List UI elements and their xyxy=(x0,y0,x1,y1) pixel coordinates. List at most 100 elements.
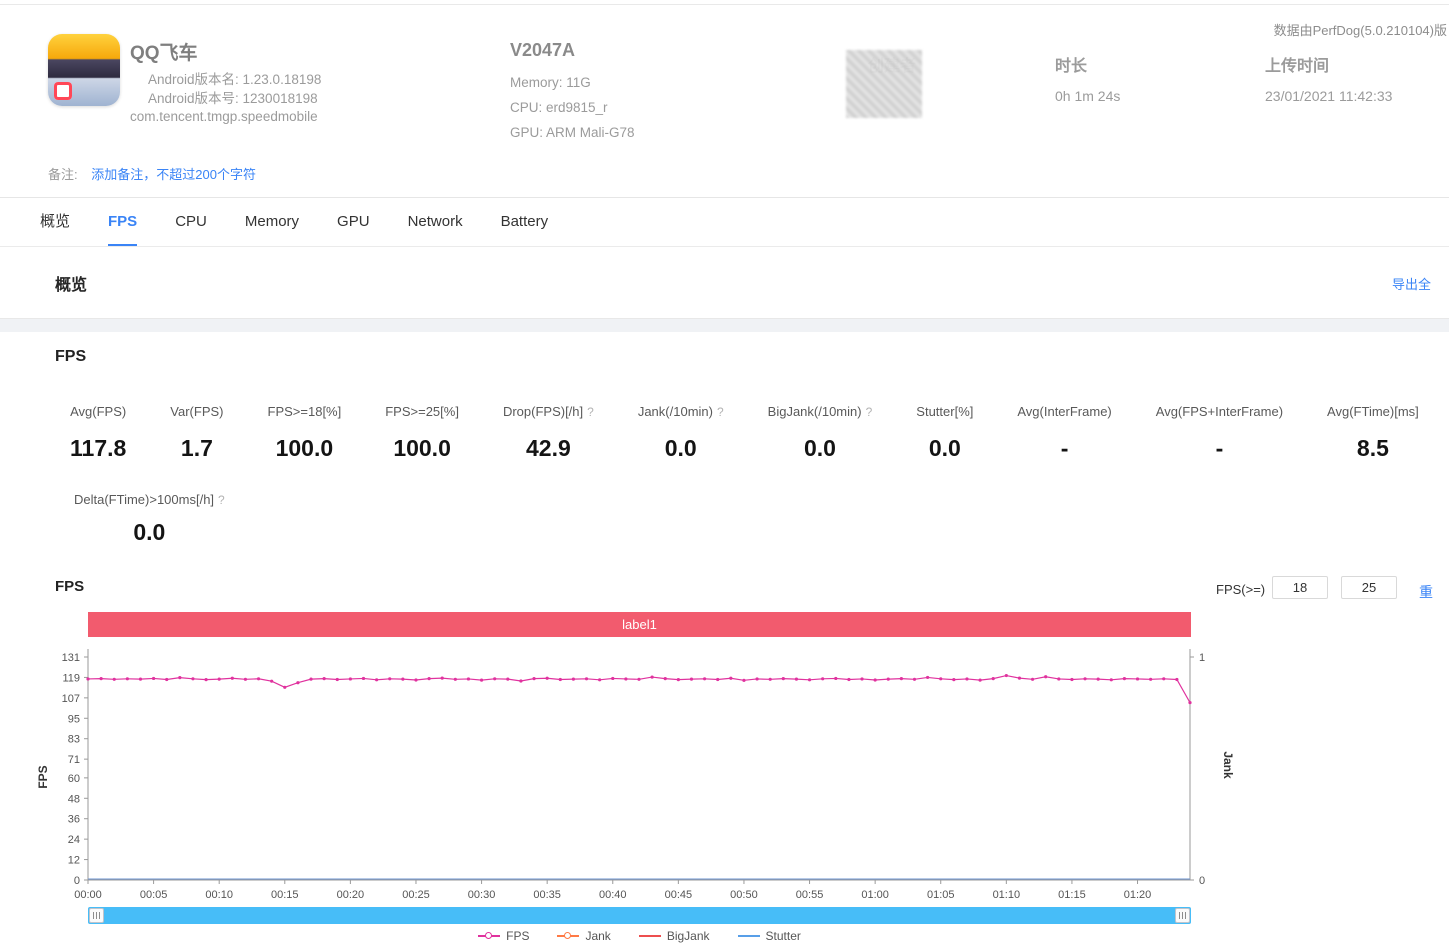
export-all-link[interactable]: 导出全 xyxy=(1392,274,1431,293)
fps-threshold-high-input[interactable] xyxy=(1341,576,1397,599)
metric-value: - xyxy=(1156,435,1283,462)
legend-item-jank[interactable]: Jank xyxy=(557,929,610,943)
metric-label: Delta(FTime)>100ms[/h]? xyxy=(74,492,225,507)
chart-label-banner: label1 xyxy=(88,612,1191,637)
metric-value: 0.0 xyxy=(638,435,724,462)
scrollbar-handle-left[interactable] xyxy=(89,908,104,923)
fps-threshold-low-input[interactable] xyxy=(1272,576,1328,599)
metric-label: Drop(FPS)[/h]? xyxy=(503,404,594,419)
metric-avg-fps: Avg(FPS) 117.8 xyxy=(70,404,126,462)
legend-label: Jank xyxy=(585,929,610,943)
svg-text:60: 60 xyxy=(68,773,80,785)
svg-text:0: 0 xyxy=(74,875,80,887)
legend-item-fps[interactable]: FPS xyxy=(478,929,529,943)
tab-memory[interactable]: Memory xyxy=(245,198,299,246)
duration-label: 时长 xyxy=(1055,52,1087,76)
tab-network[interactable]: Network xyxy=(408,198,463,246)
device-memory: Memory: 11G xyxy=(510,75,591,90)
device-gpu: GPU: ARM Mali-G78 xyxy=(510,125,635,140)
metric-label: Jank(/10min)? xyxy=(638,404,724,419)
svg-text:48: 48 xyxy=(68,793,80,805)
svg-text:0: 0 xyxy=(1199,875,1205,887)
svg-text:FPS: FPS xyxy=(36,765,50,788)
svg-text:83: 83 xyxy=(68,734,80,746)
legend-label: FPS xyxy=(506,929,529,943)
svg-text:1: 1 xyxy=(1199,652,1205,664)
device-model: V2047A xyxy=(510,40,575,61)
fps-metrics-row: Avg(FPS) 117.8 Var(FPS) 1.7 FPS>=18[%] 1… xyxy=(70,404,1449,462)
note-label: 备注: xyxy=(48,167,78,182)
add-note-link[interactable]: 添加备注，不超过200个字符 xyxy=(91,167,256,182)
svg-text:95: 95 xyxy=(68,713,80,725)
line-icon xyxy=(738,931,760,941)
metric-label: Avg(FPS+InterFrame) xyxy=(1156,404,1283,419)
svg-text:00:05: 00:05 xyxy=(140,889,168,901)
svg-text:01:05: 01:05 xyxy=(927,889,955,901)
app-name: QQ飞车 xyxy=(130,38,198,65)
line-icon xyxy=(639,931,661,941)
metric-value: 0.0 xyxy=(916,435,973,462)
svg-text:00:30: 00:30 xyxy=(468,889,496,901)
metric-fps-ge-25: FPS>=25[%] 100.0 xyxy=(385,404,459,462)
metric-var-fps: Var(FPS) 1.7 xyxy=(170,404,223,462)
tab-overview[interactable]: 概览 xyxy=(40,198,70,246)
svg-text:00:40: 00:40 xyxy=(599,889,627,901)
metric-value: 8.5 xyxy=(1327,435,1419,462)
svg-text:00:55: 00:55 xyxy=(796,889,824,901)
note-row: 备注: 添加备注，不超过200个字符 xyxy=(48,164,256,183)
metric-label: Var(FPS) xyxy=(170,404,223,419)
fps-chart[interactable]: 012243648607183951071191310100:0000:0500… xyxy=(0,641,1260,905)
metric-value: 117.8 xyxy=(70,435,126,462)
svg-text:71: 71 xyxy=(68,754,80,766)
tab-bar: 概览 FPS CPU Memory GPU Network Battery xyxy=(0,198,1449,247)
metric-fps-ge-18: FPS>=18[%] 100.0 xyxy=(268,404,342,462)
svg-text:107: 107 xyxy=(62,693,80,705)
metric-label: FPS>=18[%] xyxy=(268,404,342,419)
tab-fps[interactable]: FPS xyxy=(108,198,137,246)
svg-text:01:10: 01:10 xyxy=(993,889,1021,901)
svg-text:12: 12 xyxy=(68,855,80,867)
help-icon[interactable]: ? xyxy=(587,405,594,419)
svg-text:131: 131 xyxy=(62,652,80,664)
legend-label: Stutter xyxy=(766,929,801,943)
tab-battery[interactable]: Battery xyxy=(501,198,549,246)
tab-gpu[interactable]: GPU xyxy=(337,198,370,246)
metric-value: 0.0 xyxy=(768,435,873,462)
svg-text:00:20: 00:20 xyxy=(337,889,365,901)
legend-item-stutter[interactable]: Stutter xyxy=(738,929,801,943)
metric-label-text: BigJank(/10min) xyxy=(768,404,862,419)
tab-cpu[interactable]: CPU xyxy=(175,198,207,246)
legend-item-bigjank[interactable]: BigJank xyxy=(639,929,710,943)
chart-legend: FPS Jank BigJank Stutter xyxy=(88,929,1191,943)
help-icon[interactable]: ? xyxy=(717,405,724,419)
help-icon[interactable]: ? xyxy=(866,405,873,419)
metric-bigjank: BigJank(/10min)? 0.0 xyxy=(768,404,873,462)
svg-text:01:00: 01:00 xyxy=(861,889,889,901)
device-cpu: CPU: erd9815_r xyxy=(510,100,608,115)
metric-avg-ftime: Avg(FTime)[ms] 8.5 xyxy=(1327,404,1419,462)
svg-text:00:35: 00:35 xyxy=(533,889,561,901)
svg-text:00:45: 00:45 xyxy=(665,889,693,901)
line-marker-icon xyxy=(557,931,579,941)
svg-text:01:20: 01:20 xyxy=(1124,889,1152,901)
reset-link[interactable]: 重 xyxy=(1419,582,1433,602)
metric-value: 1.7 xyxy=(170,435,223,462)
line-marker-icon xyxy=(478,931,500,941)
svg-text:00:10: 00:10 xyxy=(205,889,233,901)
duration-value: 0h 1m 24s xyxy=(1055,88,1120,104)
chart-scrollbar[interactable] xyxy=(88,907,1191,924)
metric-label: BigJank(/10min)? xyxy=(768,404,873,419)
fps-threshold-label: FPS(>=) xyxy=(1216,582,1265,597)
legend-label: BigJank xyxy=(667,929,710,943)
svg-text:01:15: 01:15 xyxy=(1058,889,1086,901)
metric-label: Stutter[%] xyxy=(916,404,973,419)
help-icon[interactable]: ? xyxy=(218,493,225,507)
creator-redacted-block xyxy=(846,50,922,118)
metric-value: 42.9 xyxy=(503,435,594,462)
metric-delta-ftime: Delta(FTime)>100ms[/h]? 0.0 xyxy=(74,492,225,546)
section-separator xyxy=(0,318,1449,332)
scrollbar-handle-right[interactable] xyxy=(1175,908,1190,923)
metric-stutter: Stutter[%] 0.0 xyxy=(916,404,973,462)
metric-avg-interframe: Avg(InterFrame) - xyxy=(1017,404,1111,462)
app-icon xyxy=(48,34,120,106)
